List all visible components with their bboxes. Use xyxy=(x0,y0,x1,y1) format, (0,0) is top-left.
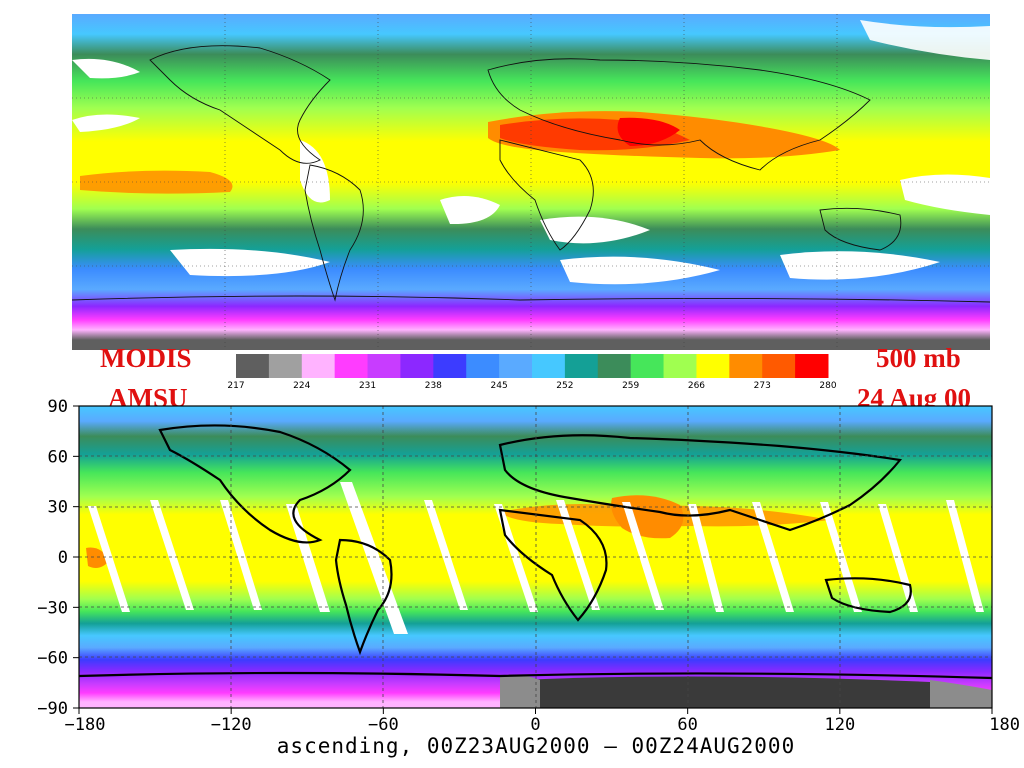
colorbar-swatch xyxy=(532,354,566,378)
colorbar-swatch xyxy=(762,354,796,378)
colorbar-swatch xyxy=(630,354,665,378)
latitude-axis: 90 60 30 0 −30 −60 −90 xyxy=(37,397,79,719)
colorbar-swatch xyxy=(367,354,401,378)
colorbar-swatch xyxy=(564,354,599,378)
top-map-field xyxy=(72,14,990,350)
colorbar-swatch xyxy=(597,354,632,378)
longitude-tick-label: −180 xyxy=(65,715,106,735)
modis-temperature-map xyxy=(72,14,990,350)
colorbar-swatch xyxy=(466,354,500,378)
latitude-tick-label: 0 xyxy=(58,548,68,568)
colorbar-swatch xyxy=(729,354,763,378)
colorbar-swatch xyxy=(236,354,270,378)
colorbar-swatch xyxy=(499,354,533,378)
colorbar-swatch xyxy=(400,354,434,378)
colorbar-swatch xyxy=(696,354,730,378)
longitude-tick-label: 60 xyxy=(677,715,697,735)
bottom-map-field xyxy=(79,406,992,708)
colorbar-swatch xyxy=(663,354,697,378)
pressure-level-label: 500 mb xyxy=(876,343,961,373)
colorbar-tick-label: 280 xyxy=(819,381,836,391)
longitude-tick-label: 0 xyxy=(530,715,540,735)
colorbar-swatch xyxy=(795,354,829,378)
colorbar-tick-label: 217 xyxy=(227,381,244,391)
colorbar-swatch xyxy=(301,354,336,378)
colorbar-tick-label: 273 xyxy=(754,381,771,391)
longitude-tick-label: 120 xyxy=(824,715,855,735)
colorbar-swatch xyxy=(268,354,303,378)
colorbar-tick-label: 238 xyxy=(425,381,442,391)
latitude-tick-label: 90 xyxy=(48,397,68,417)
colorbar: 217 224 231 238 245 252 259 266 273 280 xyxy=(227,354,837,391)
colorbar-tick-label: 252 xyxy=(556,381,573,391)
time-range-caption: ascending, 00Z23AUG2000 — 00Z24AUG2000 xyxy=(277,734,795,758)
colorbar-swatch xyxy=(334,354,369,378)
instrument-label-modis: MODIS xyxy=(100,343,192,373)
colorbar-tick-label: 231 xyxy=(359,381,376,391)
latitude-tick-label: −90 xyxy=(37,699,68,719)
colorbar-tick-label: 259 xyxy=(622,381,639,391)
longitude-axis: −180 −120 −60 0 60 120 180 xyxy=(65,708,1020,735)
latitude-tick-label: −60 xyxy=(37,649,68,669)
colorbar-tick-label: 224 xyxy=(293,381,310,391)
longitude-tick-label: −60 xyxy=(368,715,399,735)
colorbar-swatch xyxy=(433,354,467,378)
latitude-tick-label: 30 xyxy=(48,498,68,518)
colorbar-tick-label: 245 xyxy=(491,381,508,391)
longitude-tick-label: −120 xyxy=(211,715,252,735)
colorbar-ticks: 217 224 231 238 245 252 259 266 273 280 xyxy=(227,381,836,391)
colorbar-swatches xyxy=(236,354,829,378)
colorbar-tick-label: 266 xyxy=(688,381,705,391)
latitude-tick-label: −30 xyxy=(37,598,68,618)
latitude-tick-label: 60 xyxy=(48,447,68,467)
longitude-tick-label: 180 xyxy=(989,715,1020,735)
